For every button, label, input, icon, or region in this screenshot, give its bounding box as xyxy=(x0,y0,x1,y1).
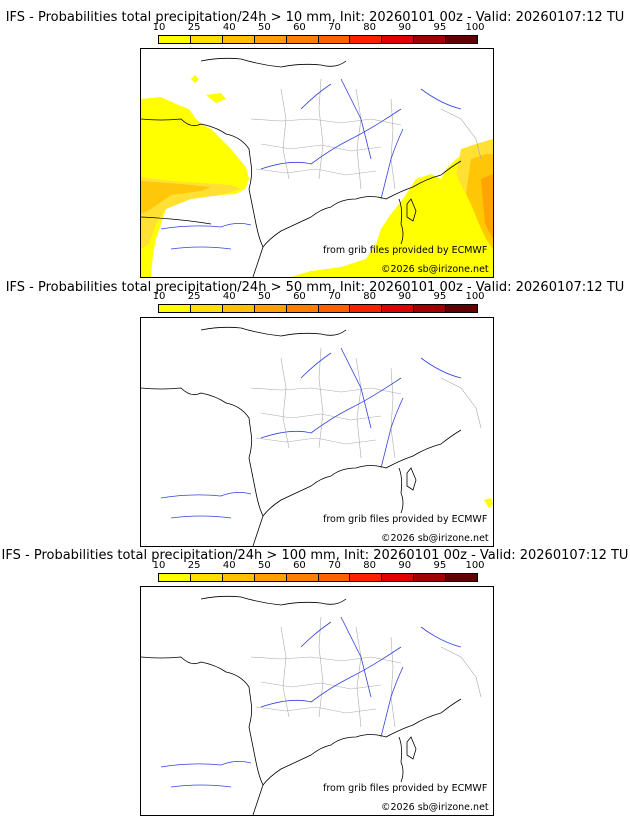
colorbar-swatch xyxy=(350,305,383,312)
colorbar xyxy=(158,35,478,44)
colorbar-swatch xyxy=(222,36,255,43)
colorbar-swatch xyxy=(382,305,415,312)
colorbar-swatch xyxy=(318,574,351,581)
map-panel-10mm: IFS - Probabilities total precipitation/… xyxy=(0,0,630,278)
colorbar-swatch xyxy=(446,36,478,43)
colorbar-tick-label: 70 xyxy=(328,22,341,33)
colorbar-tick-label: 60 xyxy=(293,291,306,302)
river-layer xyxy=(160,616,462,788)
colorbar xyxy=(158,573,478,582)
colorbar-tick-label: 90 xyxy=(398,291,412,302)
map-canvas xyxy=(141,326,493,546)
colorbar-swatch xyxy=(190,36,223,43)
site-credit: ©2026 sb@irizone.net xyxy=(381,802,489,813)
colorbar-swatch xyxy=(318,305,351,312)
colorbar-tick-label: 10 xyxy=(152,22,166,33)
colorbar-tick-label: 25 xyxy=(187,560,201,571)
colorbar-swatch xyxy=(159,574,191,581)
colorbar-tick-label: 70 xyxy=(328,560,341,571)
colorbar-swatch xyxy=(159,36,191,43)
border-layer xyxy=(250,616,482,728)
colorbar-tick-label: 10 xyxy=(152,291,166,302)
site-credit: ©2026 sb@irizone.net xyxy=(381,533,489,544)
precip-probability-map: from grib files provided by ECMWF ©2026 … xyxy=(140,48,494,278)
panel-title: IFS - Probabilities total precipitation/… xyxy=(1,548,629,563)
colorbar-swatch xyxy=(414,305,447,312)
map-panel-50mm: IFS - Probabilities total precipitation/… xyxy=(0,268,630,547)
colorbar-swatch xyxy=(350,36,383,43)
colorbar-tick-label: 100 xyxy=(465,560,485,571)
colorbar-tick-label: 100 xyxy=(465,22,485,33)
colorbar-swatch xyxy=(382,574,415,581)
coastline-layer xyxy=(141,595,462,815)
river-layer xyxy=(160,78,462,250)
border-layer xyxy=(250,347,482,459)
colorbar-tick-label: 100 xyxy=(465,291,485,302)
colorbar-tick-label: 60 xyxy=(293,560,306,571)
ecmwf-credit: from grib files provided by ECMWF xyxy=(323,783,488,794)
colorbar-swatch xyxy=(254,305,287,312)
panel-title: IFS - Probabilities total precipitation/… xyxy=(5,280,625,295)
colorbar-swatch xyxy=(414,36,447,43)
colorbar-tick-label: 25 xyxy=(187,291,201,302)
colorbar-swatch xyxy=(286,36,319,43)
coastline-layer xyxy=(141,57,462,277)
precip-probability-map: from grib files provided by ECMWF ©2026 … xyxy=(140,586,494,816)
colorbar-swatch xyxy=(286,305,319,312)
ecmwf-credit: from grib files provided by ECMWF xyxy=(323,514,488,525)
colorbar-tick-label: 25 xyxy=(187,22,201,33)
colorbar-swatch xyxy=(446,574,478,581)
colorbar-swatch xyxy=(254,574,287,581)
colorbar-tick-label: 50 xyxy=(257,560,271,571)
colorbar-swatch xyxy=(254,36,287,43)
panel-title: IFS - Probabilities total precipitation/… xyxy=(5,10,625,25)
colorbar-tick-label: 90 xyxy=(398,22,412,33)
colorbar-swatch xyxy=(382,36,415,43)
colorbar-swatch xyxy=(159,305,191,312)
colorbar-swatch xyxy=(190,574,223,581)
colorbar-swatch xyxy=(190,305,223,312)
border-layer xyxy=(250,78,482,190)
colorbar-tick-label: 10 xyxy=(152,560,166,571)
precip-shading-layer xyxy=(141,75,493,277)
colorbar-swatch xyxy=(350,574,383,581)
colorbar-tick-label: 50 xyxy=(257,291,271,302)
colorbar-tick-label: 80 xyxy=(363,291,377,302)
colorbar-tick-label: 50 xyxy=(257,22,271,33)
colorbar-tick-label: 80 xyxy=(363,560,377,571)
colorbar-swatch xyxy=(446,305,478,312)
map-canvas xyxy=(141,57,493,277)
colorbar-swatch xyxy=(414,574,447,581)
coastline-layer xyxy=(141,326,462,546)
colorbar-tick-label: 95 xyxy=(433,22,447,33)
map-canvas xyxy=(141,595,482,815)
river-layer xyxy=(160,347,462,519)
site-credit: ©2026 sb@irizone.net xyxy=(381,264,489,275)
colorbar-tick-label: 80 xyxy=(363,22,377,33)
ecmwf-credit: from grib files provided by ECMWF xyxy=(323,245,488,256)
colorbar-tick-label: 95 xyxy=(433,560,447,571)
colorbar-swatch xyxy=(286,574,319,581)
colorbar-tick-label: 60 xyxy=(293,22,306,33)
precip-shading-layer xyxy=(484,498,493,508)
colorbar-tick-label: 95 xyxy=(433,291,447,302)
colorbar-swatch xyxy=(222,305,255,312)
colorbar-swatch xyxy=(318,36,351,43)
colorbar-tick-label: 40 xyxy=(222,291,236,302)
colorbar-tick-label: 70 xyxy=(328,291,341,302)
colorbar-tick-label: 90 xyxy=(398,560,412,571)
colorbar-swatch xyxy=(222,574,255,581)
map-panel-100mm: IFS - Probabilities total precipitation/… xyxy=(0,536,630,828)
colorbar-tick-label: 40 xyxy=(222,560,236,571)
colorbar xyxy=(158,304,478,313)
precip-probability-map: from grib files provided by ECMWF ©2026 … xyxy=(140,317,494,547)
colorbar-tick-label: 40 xyxy=(222,22,236,33)
